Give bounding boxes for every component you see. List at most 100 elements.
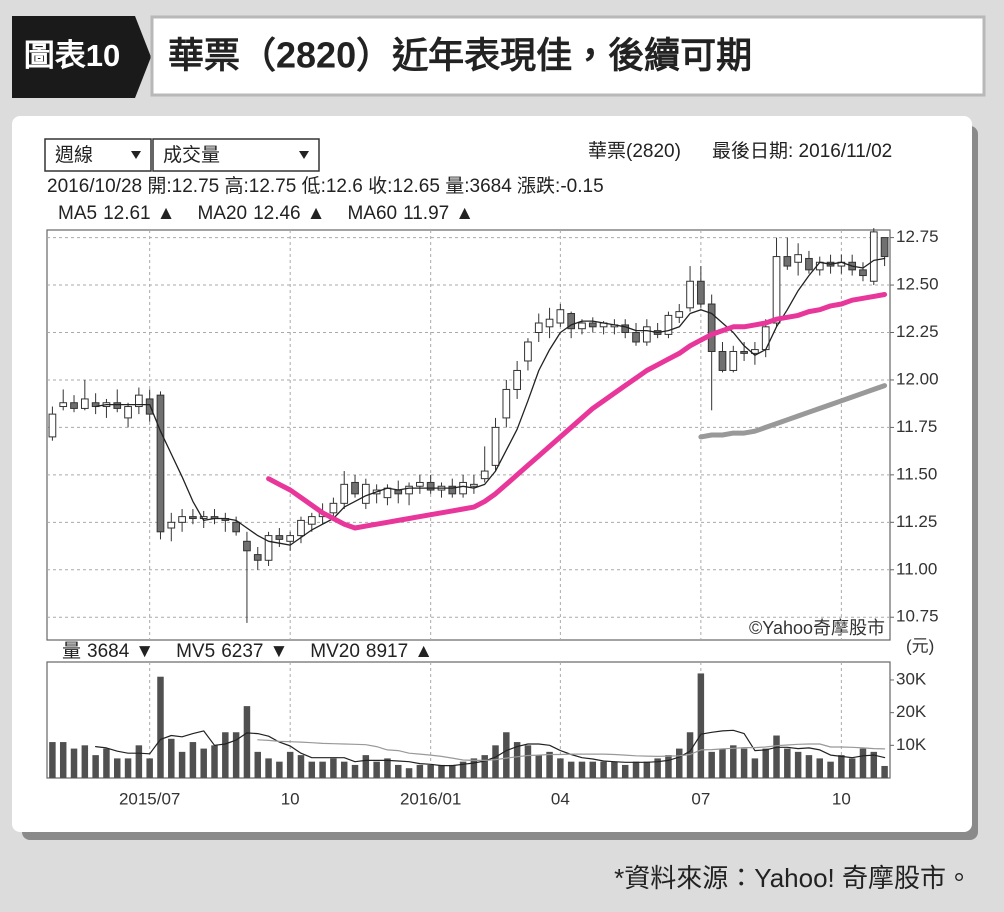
y-tick-label: 11.75 [896,417,937,436]
candle-body [632,332,640,343]
volume-bar [243,706,251,778]
volume-bar [211,745,218,778]
y-tick-label: 20K [896,702,927,721]
candle-body [167,521,176,529]
candle-body [361,483,370,504]
select-label[interactable]: 成交量 [163,144,220,166]
select-arrow[interactable] [299,151,309,159]
candle-body [642,326,651,343]
candle-body [264,535,273,561]
legend-value: 3684 [87,641,130,662]
volume-bar [762,748,769,778]
candle-body [156,394,165,533]
candle-body [178,516,186,523]
volume-bar [405,768,413,778]
volume-bar [805,755,813,778]
candle-body [135,394,143,408]
legend-arrow: ▲ [455,203,474,224]
period-select[interactable]: 週線 [44,138,152,172]
volume-bar [524,745,532,778]
volume-bar [384,758,391,778]
badge-shape [12,16,151,98]
volume-bar [794,751,802,778]
candle-body [48,413,57,438]
candle-body [70,402,78,409]
candle-body [751,349,759,354]
candle-body [880,237,889,258]
volume-bar [492,745,499,778]
candle-body [340,483,349,504]
volume-bar [848,758,856,778]
y-tick-label: 10.75 [896,607,939,626]
volume-bar [438,764,445,778]
ma-line [266,292,888,531]
candle-body [761,326,770,351]
card [12,116,972,832]
title-box [150,15,986,97]
volume-bar [351,764,359,778]
volume-bar [168,738,175,778]
price-plot-frame [46,229,891,641]
candle-body [664,314,673,335]
volume-bar [481,755,488,778]
x-tick-label: 10 [832,789,851,808]
volume-bar [600,761,607,778]
candle-body [491,426,500,466]
select-label[interactable]: 週線 [55,144,93,166]
indicator-select[interactable]: 成交量 [152,138,320,172]
volume-bar [59,742,67,778]
volume-bar [222,732,229,778]
candle-body [448,485,457,495]
volume-bar [578,761,586,778]
legend-value: 12.61 [103,203,151,224]
volume-bar [297,755,305,778]
volume-bar [816,758,823,778]
legend-name: 量 [62,641,81,662]
legend-value: 8917 [366,641,408,662]
volume-bar [557,758,564,778]
candle-body [524,341,532,362]
candle-body [416,481,424,487]
volume-bar [513,742,521,778]
volume-bar [135,745,143,778]
source-note: *資料來源：Yahoo! 奇摩股市。 [614,863,972,893]
x-tick-label: 2015/07 [119,789,180,808]
legend-value: 6237 [221,641,263,662]
select-arrow[interactable] [131,151,141,159]
volume-bar [254,751,261,778]
candle-body [480,470,489,480]
y-tick-label: 12.75 [896,227,939,246]
legend-arrow: ▼ [269,641,288,662]
candle-body [707,303,716,352]
select-box[interactable] [44,138,152,172]
volume-bar [535,755,542,778]
volume-bar [676,748,683,778]
candle-body [124,406,132,419]
candle-body [545,318,554,328]
volume-bar [373,761,380,778]
ma-line [257,739,886,761]
candle-body [459,481,467,495]
x-tick-label: 2016/01 [400,789,461,808]
y-tick-label: 12.25 [896,322,939,341]
volume-bar [330,758,337,778]
volume-bar [81,745,89,778]
legend-arrow: ▲ [157,203,176,224]
legend-name: MA60 [347,203,397,224]
candle-body [697,280,705,305]
volume-bar [665,755,672,778]
watermark: ©Yahoo奇摩股市 [749,618,885,638]
candle-body [286,535,295,542]
y-tick-label: 11.50 [896,464,937,483]
candle-body [351,481,359,495]
volume-bar [697,673,705,778]
quote-line: 2016/10/28 開:12.75 高:12.75 低:12.6 收:12.6… [47,175,604,197]
volume-bar [503,732,510,778]
volume-bar [200,748,207,778]
volume-bar [92,755,99,778]
select-box[interactable] [152,138,320,172]
y-tick-label: 12.00 [896,369,939,388]
volume-bar [146,758,153,778]
volume-bar [70,748,78,778]
